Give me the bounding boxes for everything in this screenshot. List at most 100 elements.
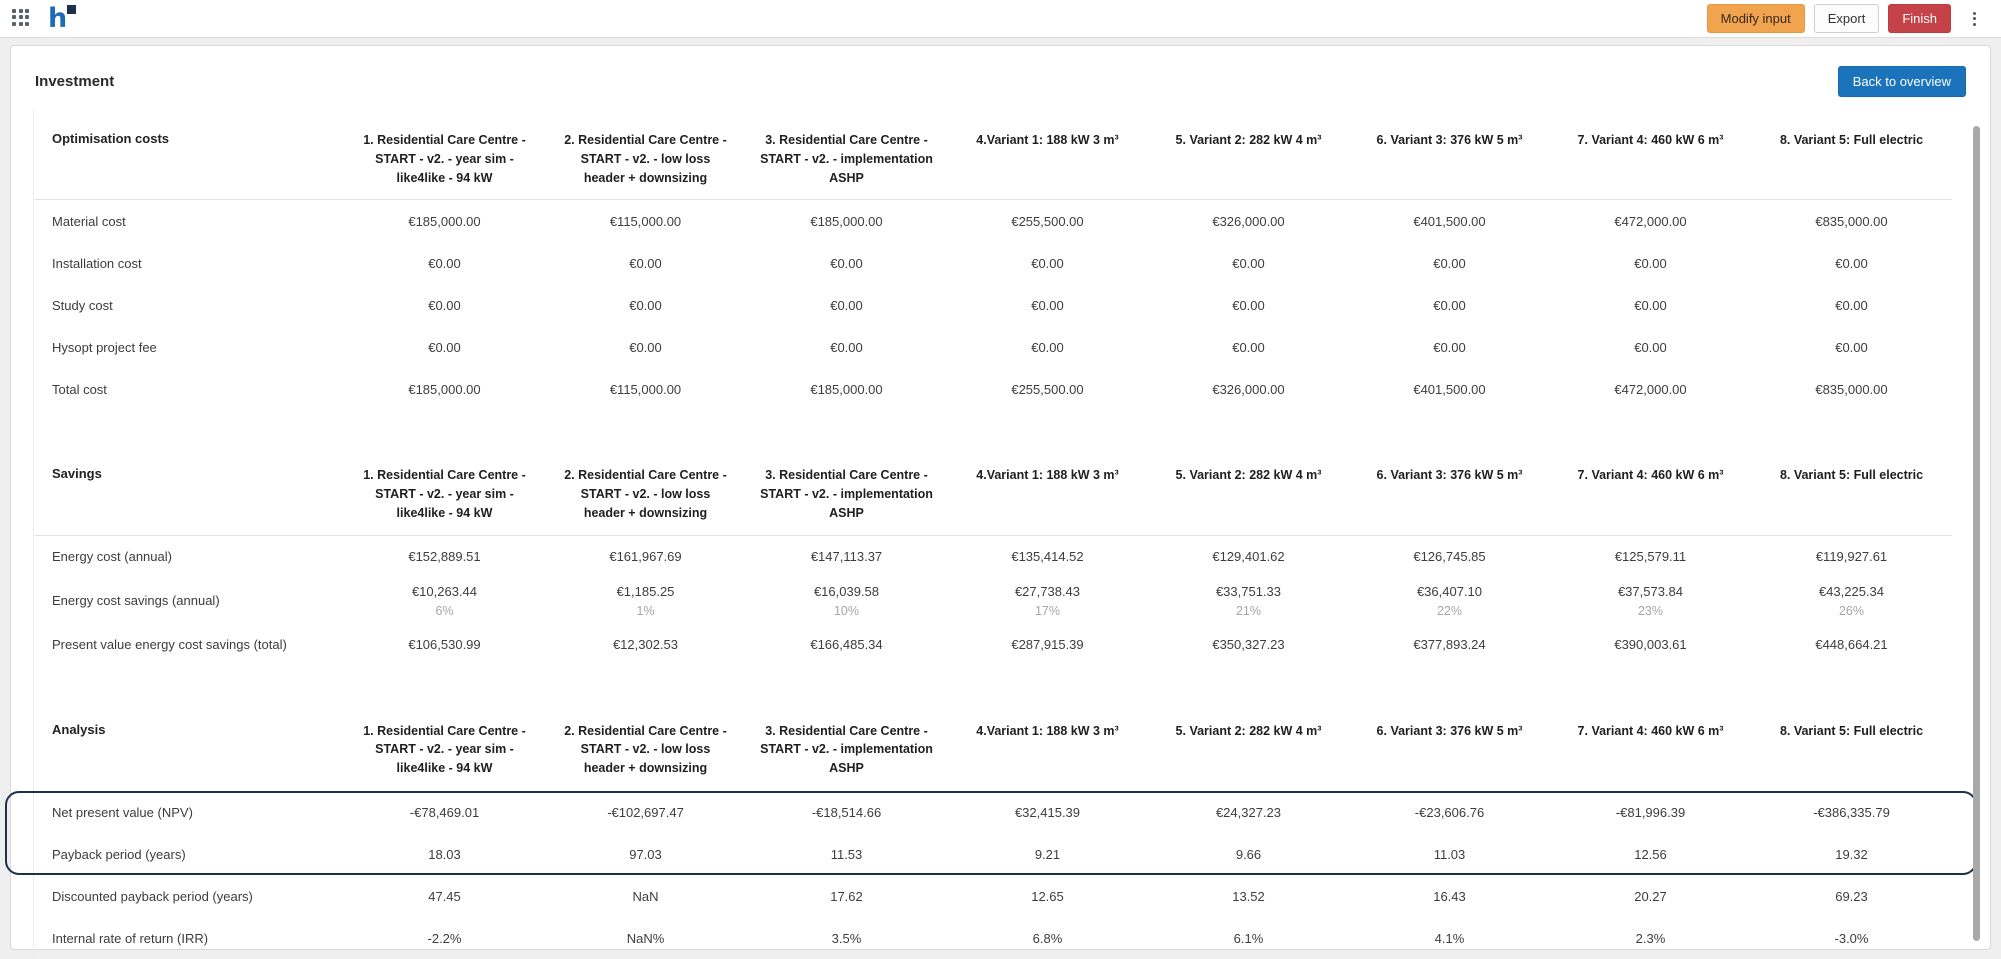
cell-value-text: €0.00 — [1031, 297, 1064, 313]
cell-value: €0.00 — [1148, 292, 1349, 319]
row-label: Material cost — [52, 213, 126, 229]
cell-value: 17.62 — [746, 883, 947, 910]
cell-value-text: €12,302.53 — [612, 637, 679, 652]
cell-value: €0.00 — [1349, 334, 1550, 361]
app-grid-icon[interactable] — [12, 8, 32, 29]
cell-value-text: €835,000.00 — [1815, 213, 1888, 229]
section-header-row: Optimisation costs 1. Residential Care Ce… — [34, 111, 1952, 201]
cell-value: €33,751.33 21% — [1148, 578, 1349, 624]
cell-value-text: €0.00 — [830, 339, 863, 355]
cell-value-text: €0.00 — [428, 297, 461, 313]
table-row: Present value energy cost savings (total… — [34, 624, 1952, 666]
cell-value-text: €129,401.62 — [1212, 549, 1285, 564]
cell-value-text: €147,113.37 — [810, 549, 883, 564]
cell-value: €377,893.24 — [1349, 631, 1550, 658]
cell-value-text: €0.00 — [830, 297, 863, 313]
vertical-scrollbar[interactable] — [1973, 126, 1980, 941]
cell-value-text: €0.00 — [1634, 339, 1667, 355]
cell-value: -€102,697.47 — [545, 799, 746, 826]
cell-value-text: €33,751.33 — [1215, 583, 1282, 599]
column-header: 6. Variant 3: 376 kW 5 m³ — [1376, 723, 1523, 738]
cell-value: €0.00 — [545, 250, 746, 277]
more-options-icon[interactable] — [1961, 6, 1987, 32]
cell-value-text: €448,664.21 — [1815, 637, 1888, 652]
cell-value-text: 19.32 — [1835, 847, 1868, 863]
cell-value: -€18,514.66 — [746, 799, 947, 826]
cell-value: 3.5% — [746, 925, 947, 952]
cell-value: 11.53 — [746, 841, 947, 868]
cell-value-text: €27,738.43 — [1014, 583, 1081, 599]
cell-value: 12.56 — [1550, 841, 1751, 868]
export-button[interactable]: Export — [1813, 4, 1880, 33]
cell-value: €166,485.34 — [746, 631, 947, 658]
cell-value: €0.00 — [1148, 334, 1349, 361]
column-header: 4.Variant 1: 188 kW 3 m³ — [976, 468, 1119, 483]
cell-subvalue: 23% — [1637, 603, 1664, 618]
cell-value: €10,263.44 6% — [344, 578, 545, 624]
cell-value-text: €0.00 — [1031, 255, 1064, 271]
table-row: Discounted payback period (years) 47.45 Na… — [34, 876, 1952, 918]
cell-value: €287,915.39 — [947, 631, 1148, 658]
cell-value-text: 20.27 — [1634, 889, 1667, 905]
cell-value: €185,000.00 — [746, 208, 947, 235]
modify-input-button[interactable]: Modify input — [1706, 4, 1805, 33]
cell-value-text: €115,000.00 — [609, 213, 682, 229]
cell-value-text: €0.00 — [629, 339, 662, 355]
cell-value: 12.65 — [947, 883, 1148, 910]
cell-value-text: €135,414.52 — [1011, 549, 1084, 564]
cell-value: €0.00 — [344, 250, 545, 277]
cell-value: 9.66 — [1148, 841, 1349, 868]
table-row: Energy cost (annual) €152,889.51 €161,967.… — [34, 536, 1952, 578]
column-header: 7. Variant 4: 460 kW 6 m³ — [1577, 133, 1724, 147]
column-header: 5. Variant 2: 282 kW 4 m³ — [1175, 723, 1322, 738]
cell-value: €0.00 — [1751, 292, 1952, 319]
cell-value: NaN — [545, 883, 746, 910]
cell-value: €115,000.00 — [545, 208, 746, 235]
column-header: 1. Residential Care Centre - START - v2.… — [363, 723, 526, 776]
column-header: 4.Variant 1: 188 kW 3 m³ — [976, 723, 1119, 738]
row-label: Present value energy cost savings (total… — [52, 637, 287, 652]
column-header: 1. Residential Care Centre - START - v2.… — [363, 468, 526, 520]
cell-value-text: €10,263.44 — [411, 583, 478, 599]
cell-value: €32,415.39 — [947, 799, 1148, 826]
row-label: Hysopt project fee — [52, 339, 157, 355]
table-row: Payback period (years) 18.03 97.03 11.53 9.2… — [34, 834, 1952, 876]
cell-value: €472,000.00 — [1550, 376, 1751, 403]
cell-value-text: -€78,469.01 — [409, 805, 480, 821]
column-header: 4.Variant 1: 188 kW 3 m³ — [976, 133, 1119, 147]
cell-value-text: -€18,514.66 — [811, 805, 882, 821]
cell-value: €16,039.58 10% — [746, 578, 947, 624]
cell-value: €0.00 — [1349, 250, 1550, 277]
cell-value: -€386,335.79 — [1751, 799, 1952, 826]
cell-value-text: €152,889.51 — [408, 549, 481, 564]
card-header: Investment Back to overview — [11, 46, 1990, 103]
top-bar: h Modify input Export Finish — [0, 0, 2001, 38]
table-section: Optimisation costs 1. Residential Care Ce… — [34, 111, 1952, 410]
cell-value-text: €0.00 — [1232, 339, 1265, 355]
cell-value-text: -€386,335.79 — [1813, 805, 1890, 821]
section-title: Optimisation costs — [52, 131, 170, 146]
cell-value: €43,225.34 26% — [1751, 578, 1952, 624]
cell-value: -€78,469.01 — [344, 799, 545, 826]
investment-card: Investment Back to overview Optimisation… — [5, 45, 1991, 959]
table-section: Savings 1. Residential Care Centre - STAR… — [34, 446, 1952, 665]
cell-value-text: €0.00 — [1634, 297, 1667, 313]
column-header: 7. Variant 4: 460 kW 6 m³ — [1577, 723, 1724, 738]
cell-value: €0.00 — [344, 334, 545, 361]
table-row: Hysopt project fee €0.00 €0.00 €0.00 €0.00 €0… — [34, 326, 1952, 368]
cell-value-text: 12.65 — [1031, 889, 1064, 905]
cell-value-text: €0.00 — [629, 297, 662, 313]
cell-value: €401,500.00 — [1349, 376, 1550, 403]
cell-value: €36,407.10 22% — [1349, 578, 1550, 624]
back-to-overview-button[interactable]: Back to overview — [1837, 66, 1966, 97]
cell-subvalue: 10% — [833, 603, 860, 618]
finish-button[interactable]: Finish — [1888, 4, 1951, 33]
row-label: Energy cost (annual) — [52, 549, 172, 564]
cell-value-text: €1,185.25 — [616, 583, 675, 599]
hysopt-logo[interactable]: h — [48, 4, 76, 32]
row-label: Study cost — [52, 297, 113, 313]
cell-subvalue: 6% — [435, 603, 454, 618]
column-header: 2. Residential Care Centre - START - v2.… — [564, 133, 727, 185]
cell-value: €0.00 — [746, 292, 947, 319]
cell-value-text: €0.00 — [1835, 339, 1868, 355]
